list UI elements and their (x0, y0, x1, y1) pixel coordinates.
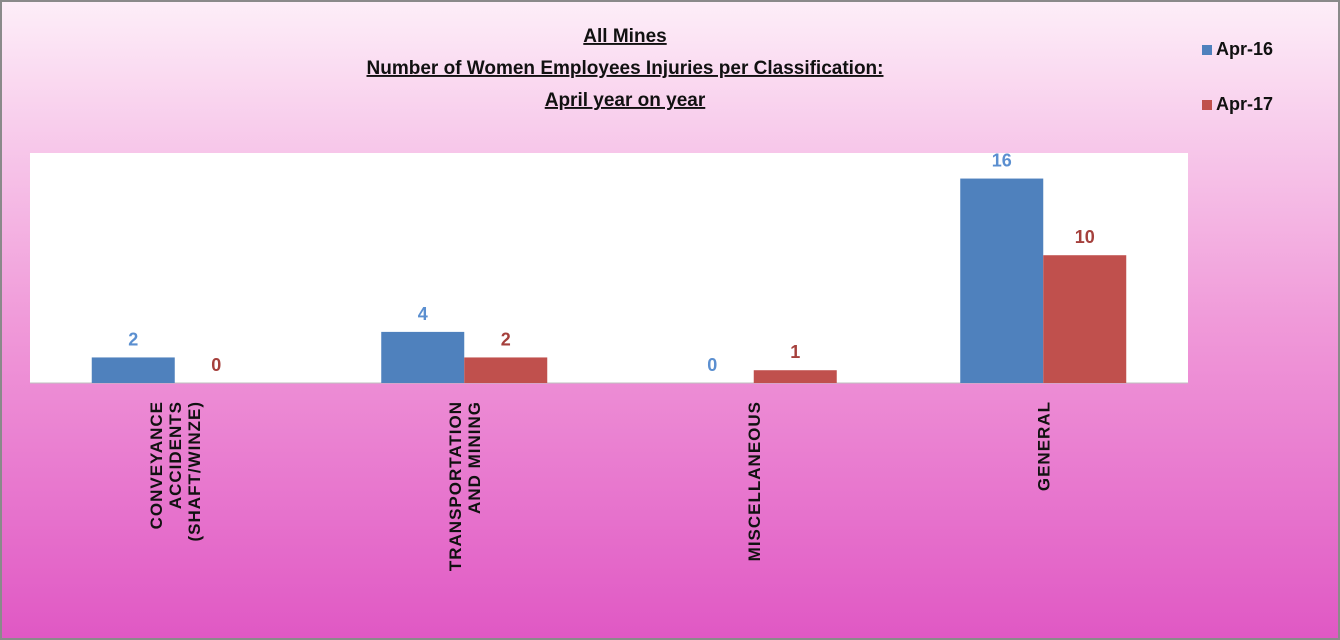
legend-label: Apr-17 (1216, 94, 1273, 114)
x-tick-label: TRANSPORTATIONAND MINING (446, 401, 484, 571)
bar (91, 357, 175, 383)
bar (960, 178, 1044, 383)
x-tick-label: CONVEYANCEACCIDENTS(SHAFT/WINZE) (147, 401, 204, 541)
data-label: 10 (1075, 227, 1095, 247)
data-label: 1 (790, 342, 800, 362)
bar (381, 331, 465, 383)
data-label: 4 (418, 304, 428, 324)
bar (464, 357, 548, 383)
bar (753, 370, 837, 383)
chart-title: All Mines (583, 26, 666, 47)
data-label: 16 (992, 151, 1012, 171)
data-label: 2 (128, 329, 138, 349)
x-tick-label: GENERAL (1034, 401, 1053, 491)
data-label: 2 (501, 329, 511, 349)
chart-title: Number of Women Employees Injuries per C… (367, 58, 884, 79)
data-label: 0 (211, 355, 221, 375)
data-label: 0 (707, 355, 717, 375)
chart-title: April year on year (545, 90, 706, 111)
x-tick-label: MISCELLANEOUS (745, 401, 764, 561)
legend-swatch (1202, 100, 1212, 110)
legend-swatch (1202, 45, 1212, 55)
bar (1043, 255, 1127, 383)
legend-label: Apr-16 (1216, 39, 1273, 59)
